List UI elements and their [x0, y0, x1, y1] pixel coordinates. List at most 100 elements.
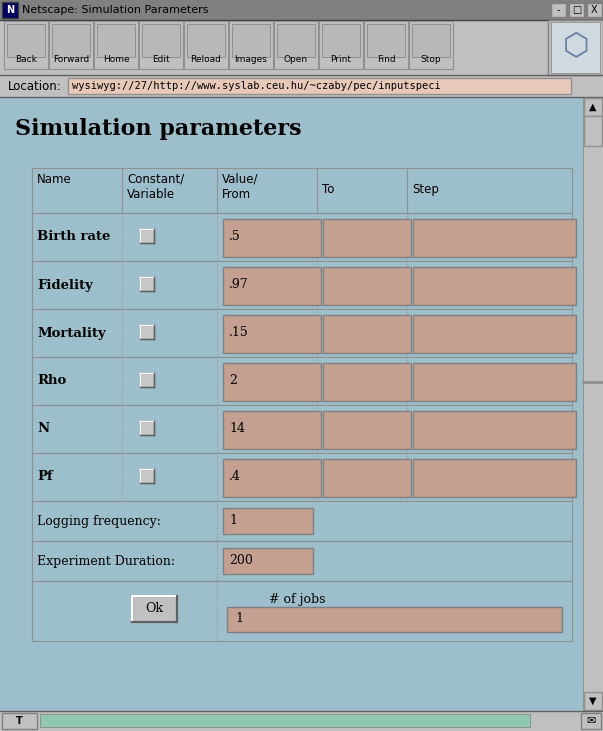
Bar [140, 421, 154, 435]
Bar [569, 3, 584, 17]
Text: Variable: Variable [127, 188, 175, 201]
Bar [52, 24, 90, 57]
Text: N: N [37, 423, 49, 436]
Bar [274, 21, 318, 69]
Bar [323, 411, 411, 449]
Bar [32, 405, 572, 453]
Bar [2, 713, 37, 729]
Text: Images: Images [235, 55, 268, 64]
Bar [4, 21, 48, 69]
Text: .4: .4 [229, 471, 241, 483]
Text: -: - [557, 5, 560, 15]
Text: Value/: Value/ [222, 173, 259, 186]
Text: N: N [6, 5, 14, 15]
Bar [409, 21, 453, 69]
Text: Fidelity: Fidelity [37, 279, 93, 292]
Text: X: X [591, 5, 598, 15]
Bar [32, 168, 572, 213]
Bar [140, 229, 154, 243]
Text: 1: 1 [229, 515, 237, 528]
Bar [140, 469, 154, 483]
Bar [68, 78, 571, 94]
Bar [413, 219, 576, 257]
Bar [319, 21, 363, 69]
Bar [323, 459, 411, 497]
Text: Pf: Pf [37, 471, 52, 483]
Bar [587, 3, 602, 17]
Bar [187, 24, 225, 57]
Bar [413, 267, 576, 305]
Text: Ok: Ok [145, 602, 163, 616]
Bar [413, 315, 576, 353]
Bar [413, 411, 576, 449]
Text: Stop: Stop [421, 55, 441, 64]
Bar [32, 501, 572, 541]
Bar [7, 24, 45, 57]
Text: # of jobs: # of jobs [269, 593, 325, 606]
Text: ▲: ▲ [589, 102, 597, 112]
Text: Experiment Duration:: Experiment Duration: [37, 555, 175, 567]
Bar [32, 357, 572, 405]
Bar [223, 315, 321, 353]
Bar [223, 267, 321, 305]
Bar [142, 24, 180, 57]
Text: Print: Print [330, 55, 352, 64]
Text: Step: Step [412, 183, 439, 196]
Bar [140, 277, 154, 291]
Text: T: T [16, 716, 22, 726]
Bar [32, 213, 572, 261]
Bar [223, 363, 321, 401]
Bar [97, 24, 135, 57]
Bar [0, 0, 603, 20]
Bar [323, 363, 411, 401]
Bar [584, 692, 602, 710]
Text: Birth rate: Birth rate [37, 230, 110, 243]
Bar [139, 21, 183, 69]
Text: Rho: Rho [37, 374, 66, 387]
Bar [0, 75, 603, 97]
Bar [584, 98, 602, 116]
Bar [323, 315, 411, 353]
Bar [223, 459, 321, 497]
Bar [277, 24, 315, 57]
Text: Back: Back [15, 55, 37, 64]
Text: Reload: Reload [191, 55, 221, 64]
Text: Logging frequency:: Logging frequency: [37, 515, 161, 528]
Bar [367, 24, 405, 57]
Bar [0, 97, 583, 711]
Bar [323, 219, 411, 257]
Text: 2: 2 [229, 374, 237, 387]
Bar [132, 596, 177, 622]
Bar [583, 97, 603, 711]
Text: Netscape: Simulation Parameters: Netscape: Simulation Parameters [22, 5, 209, 15]
Text: ⬡: ⬡ [563, 32, 589, 61]
Bar [323, 267, 411, 305]
Text: From: From [222, 188, 251, 201]
Text: Open: Open [284, 55, 308, 64]
Bar [184, 21, 228, 69]
Text: □: □ [572, 5, 581, 15]
Bar [364, 21, 408, 69]
Text: Find: Find [377, 55, 396, 64]
Text: 1: 1 [235, 613, 243, 626]
Text: .15: .15 [229, 327, 249, 339]
Bar [0, 20, 603, 75]
Text: ▼: ▼ [589, 696, 597, 706]
Bar [227, 607, 562, 632]
Bar [49, 21, 93, 69]
Text: wysiwyg://27/http://www.syslab.ceu.hu/~czaby/pec/inputspeci: wysiwyg://27/http://www.syslab.ceu.hu/~c… [72, 81, 441, 91]
Bar [223, 548, 313, 574]
Text: Edit: Edit [152, 55, 170, 64]
Bar [223, 508, 313, 534]
Bar [412, 24, 450, 57]
Bar [40, 714, 530, 727]
Text: ✉: ✉ [586, 716, 596, 726]
Text: Forward: Forward [53, 55, 89, 64]
Text: .5: .5 [229, 230, 241, 243]
Text: To: To [322, 183, 335, 196]
Bar [223, 411, 321, 449]
Bar [32, 261, 572, 309]
Text: .97: .97 [229, 279, 248, 292]
Bar [94, 21, 138, 69]
Text: 200: 200 [229, 555, 253, 567]
